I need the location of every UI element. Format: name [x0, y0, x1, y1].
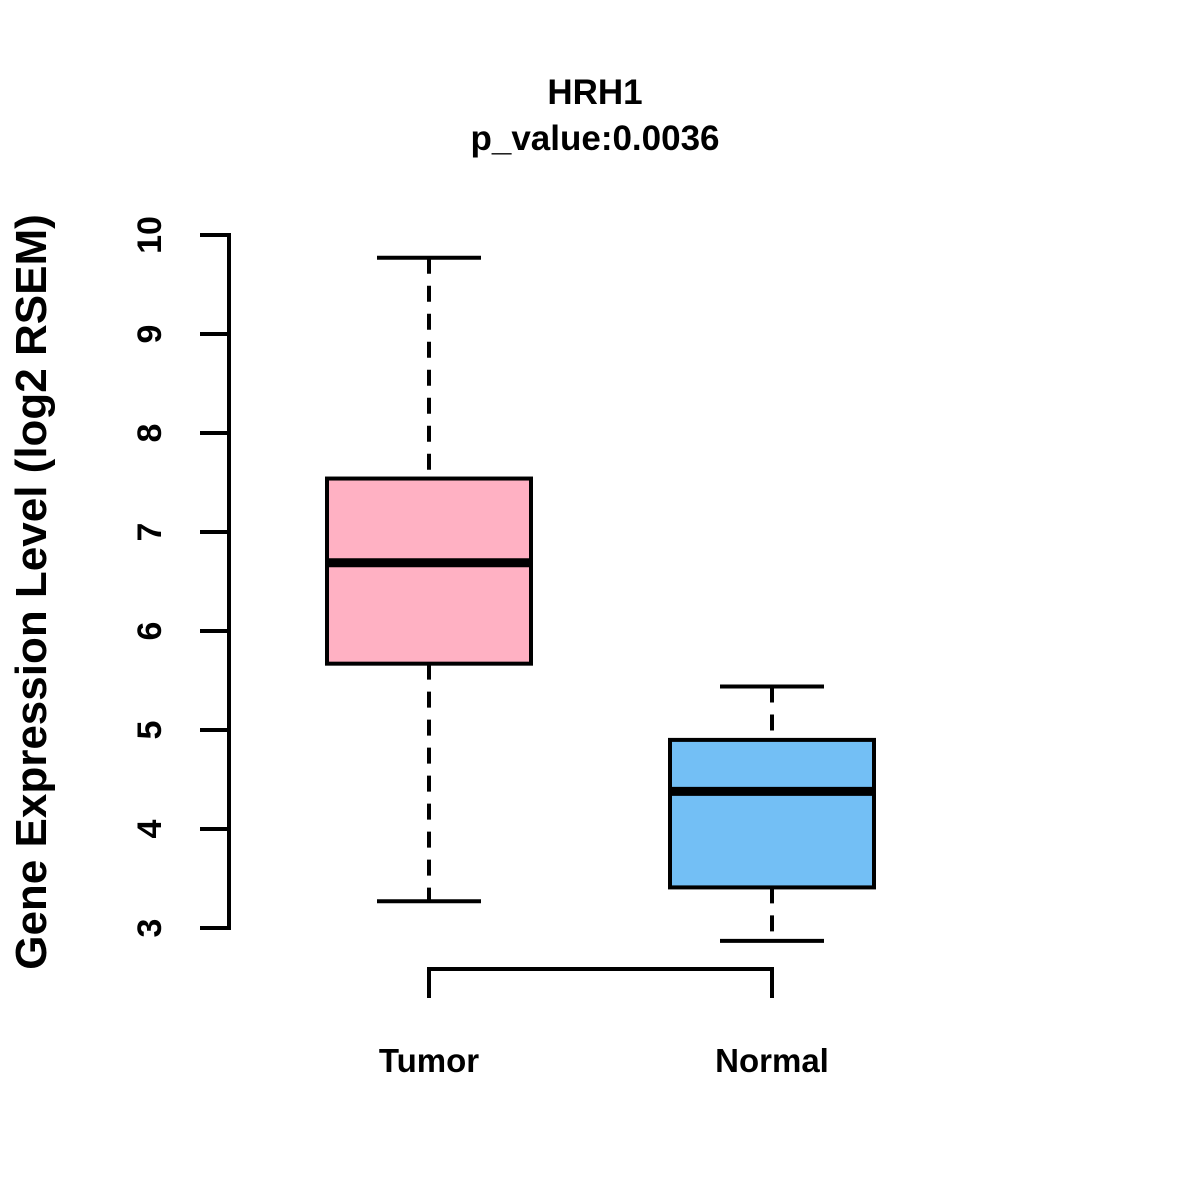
tumor-box [325, 476, 533, 666]
chart-title: HRH1 [547, 73, 642, 112]
y-tick-label-9: 9 [131, 325, 169, 344]
y-tick-label-4: 4 [131, 819, 169, 838]
x-axis-line [427, 967, 774, 998]
y-tick-label-8: 8 [131, 424, 169, 443]
y-tick-label-10: 10 [131, 216, 169, 254]
y-tick-label-6: 6 [131, 622, 169, 641]
plot-area [325, 255, 876, 943]
x-tick-label-tumor: Tumor [379, 1042, 479, 1079]
y-tick-label-7: 7 [131, 523, 169, 542]
y-axis-label: Gene Expression Level (log2 RSEM) [7, 214, 56, 970]
x-axis-bracket [427, 967, 774, 998]
normal-box [668, 737, 876, 890]
chart-subtitle-pvalue: p_value:0.0036 [470, 119, 719, 158]
y-tick-label-5: 5 [131, 721, 169, 740]
y-tick-label-3: 3 [131, 919, 169, 938]
x-tick-label-normal: Normal [715, 1042, 829, 1079]
y-axis: 3 4 5 6 7 8 9 10 [131, 216, 231, 938]
